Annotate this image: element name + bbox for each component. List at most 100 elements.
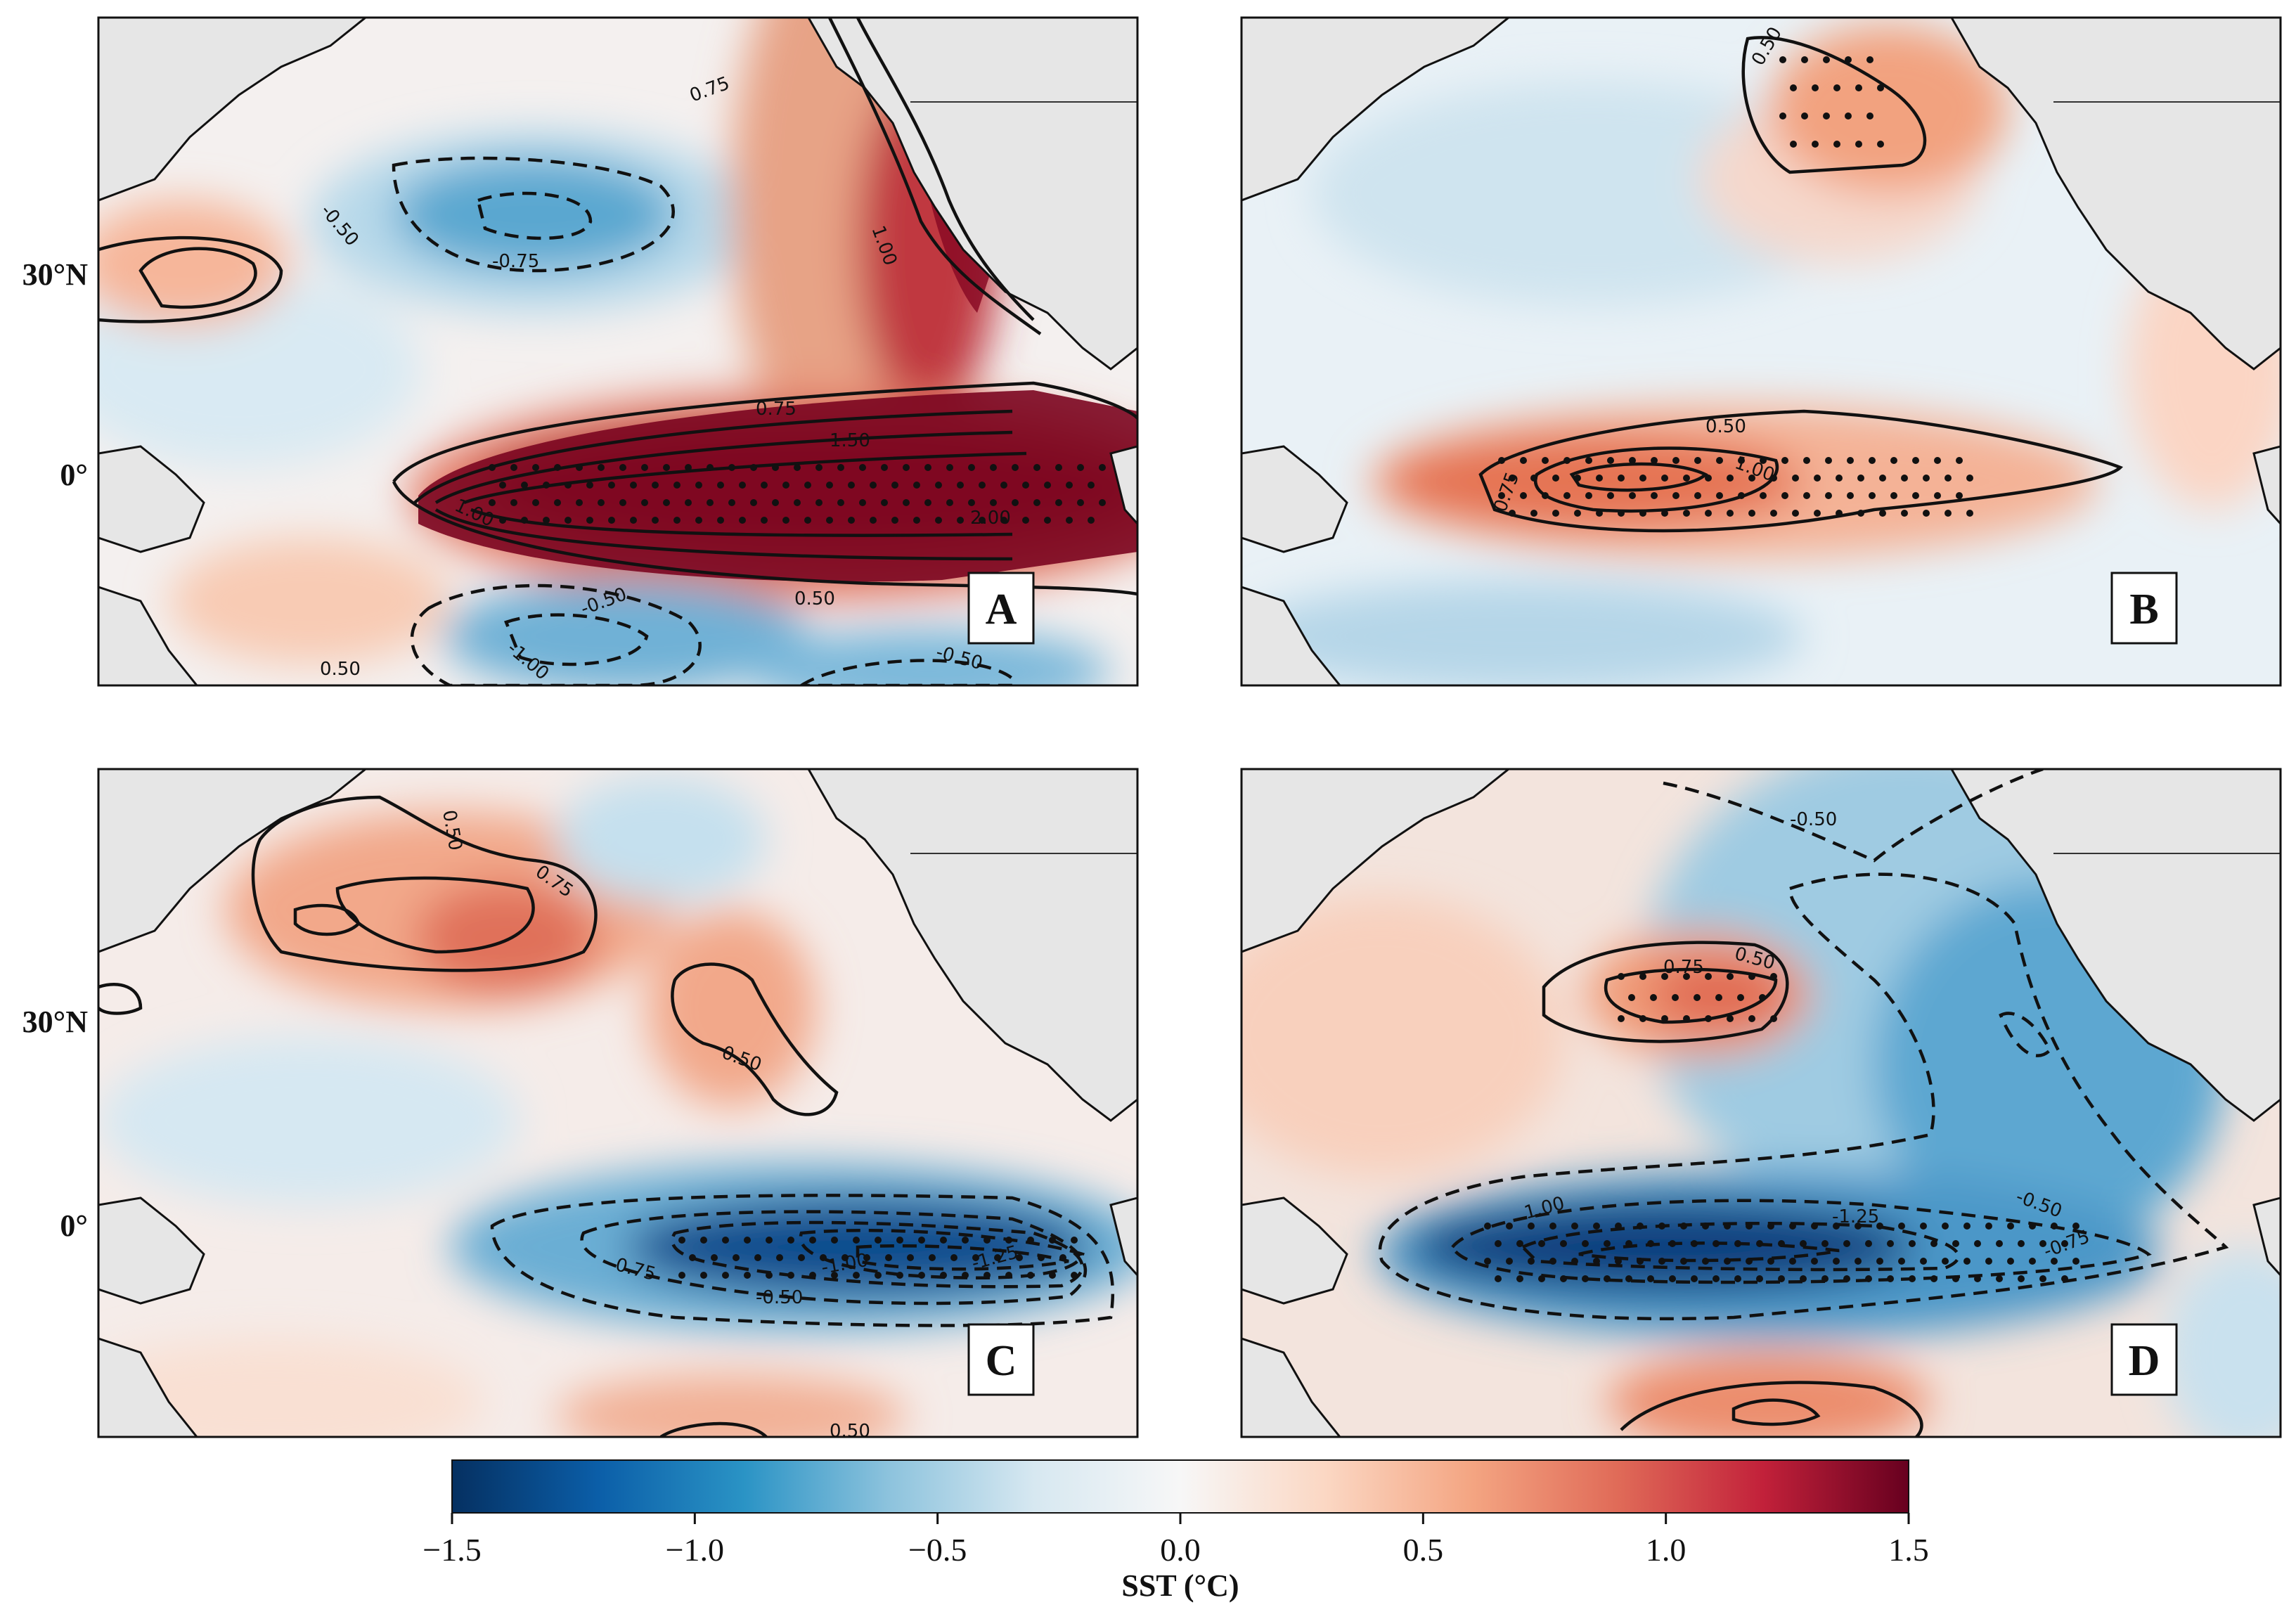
stipple-dot bbox=[1691, 1275, 1698, 1282]
stipple-dot bbox=[1823, 112, 1830, 120]
stipple-dot bbox=[1552, 510, 1559, 517]
stipple-dot bbox=[1912, 457, 1919, 464]
stipple-dot bbox=[1027, 1237, 1034, 1244]
stipple-dot bbox=[1746, 1223, 1753, 1230]
contour-label: -0.50 bbox=[756, 1287, 803, 1308]
stipple-dot bbox=[2007, 1258, 2014, 1265]
stipple-dot bbox=[1727, 510, 1734, 517]
stipple-dot bbox=[794, 499, 801, 506]
stipple-dot bbox=[1898, 1223, 1905, 1230]
stipple-dot bbox=[1628, 994, 1635, 1001]
stipple-dot bbox=[608, 482, 615, 489]
stipple-dot bbox=[1625, 1240, 1632, 1247]
contour-line bbox=[1378, 872, 2229, 1321]
stipple-dot bbox=[1748, 973, 1755, 980]
stipple-dot bbox=[1920, 1258, 1927, 1265]
stipple-dot bbox=[1683, 1015, 1690, 1022]
stipple-dot bbox=[1563, 457, 1571, 464]
south-america bbox=[2252, 445, 2281, 526]
stipple-dot bbox=[1778, 1275, 1785, 1282]
stipple-dot bbox=[1618, 973, 1625, 980]
colorbar-tick-label: 1.0 bbox=[1646, 1532, 1686, 1568]
significance-stippling bbox=[1779, 56, 1884, 148]
contour-line bbox=[1542, 941, 1789, 1043]
stipple-dot bbox=[776, 1254, 783, 1261]
significance-stippling bbox=[1498, 457, 1973, 517]
stipple-dot bbox=[924, 464, 931, 471]
stipple-dot bbox=[837, 464, 844, 471]
stipple-dot bbox=[630, 482, 637, 489]
stipple-dot bbox=[1934, 457, 1941, 464]
stipple-dot bbox=[1596, 475, 1603, 482]
stipple-dot bbox=[2039, 1275, 2046, 1282]
panel-b: 0.50 0.50 0.75 1.00 B bbox=[1240, 16, 2282, 687]
stipple-dot bbox=[1549, 1223, 1556, 1230]
stipple-dot bbox=[1792, 475, 1799, 482]
stipple-dot bbox=[782, 482, 789, 489]
panel-d: -0.50 0.75 0.50 1.00 -1.25 -0.50 -0.75 D bbox=[1240, 768, 2282, 1438]
australia bbox=[98, 586, 198, 685]
stipple-dot bbox=[1639, 475, 1646, 482]
stipple-dot bbox=[1803, 457, 1810, 464]
contour-line bbox=[392, 481, 1137, 596]
stipple-dot bbox=[1843, 1240, 1850, 1247]
stipple-dot bbox=[1604, 1240, 1611, 1247]
lat-label-30n: 30°N bbox=[22, 1005, 89, 1039]
stipple-dot bbox=[2018, 1240, 2025, 1247]
stipple-dot bbox=[1651, 492, 1658, 499]
stipple-dot bbox=[924, 499, 931, 506]
stipple-dot bbox=[1033, 464, 1040, 471]
stipple-dot bbox=[1800, 1275, 1807, 1282]
stipple-dot bbox=[1727, 1015, 1734, 1022]
stipple-dot bbox=[1509, 475, 1516, 482]
stipple-dot bbox=[1866, 56, 1873, 63]
stipple-dot bbox=[772, 464, 779, 471]
stipple-dot bbox=[1734, 1240, 1741, 1247]
stipple-dot bbox=[1790, 141, 1797, 148]
stipple-dot bbox=[1516, 1275, 1523, 1282]
stipple-dot bbox=[554, 464, 561, 471]
stipple-dot bbox=[962, 1272, 969, 1279]
stipple-dot bbox=[1887, 1275, 1894, 1282]
stipple-dot bbox=[1869, 457, 1876, 464]
lat-label-0: 0° bbox=[60, 1208, 88, 1243]
stipple-dot bbox=[641, 499, 648, 506]
stipple-dot bbox=[1585, 457, 1592, 464]
asia bbox=[98, 18, 368, 202]
stipple-dot bbox=[2029, 1223, 2036, 1230]
stipple-dot bbox=[1651, 457, 1658, 464]
stipple-dot bbox=[787, 1237, 794, 1244]
stipple-dot bbox=[1770, 510, 1777, 517]
stipple-dot bbox=[744, 1237, 751, 1244]
colorbar-tick-label: −1.0 bbox=[666, 1532, 724, 1568]
stipple-dot bbox=[918, 1237, 925, 1244]
stipple-dot bbox=[1974, 1275, 1981, 1282]
stipple-dot bbox=[826, 517, 833, 524]
stipple-dot bbox=[1790, 84, 1797, 91]
stipple-dot bbox=[1077, 464, 1084, 471]
contour-label: 0.50 bbox=[830, 1421, 870, 1442]
stipple-dot bbox=[1658, 1258, 1665, 1265]
maritime-continent bbox=[1241, 1196, 1348, 1305]
stipple-dot bbox=[1661, 973, 1668, 980]
lat-label-0: 0° bbox=[60, 458, 88, 492]
significance-stippling bbox=[1484, 1223, 2079, 1282]
stipple-dot bbox=[950, 1254, 957, 1261]
stipple-dot bbox=[1694, 457, 1701, 464]
colorbar-tick-label: 0.5 bbox=[1403, 1532, 1444, 1568]
stipple-dot bbox=[1672, 457, 1679, 464]
stipple-dot bbox=[685, 499, 692, 506]
contours bbox=[98, 18, 1137, 685]
stipple-dot bbox=[1812, 84, 1819, 91]
panel-frame bbox=[1240, 16, 2282, 687]
stipple-dot bbox=[586, 517, 593, 524]
stipple-dot bbox=[1890, 457, 1897, 464]
stipple-dot bbox=[837, 499, 844, 506]
colorbar-gradient bbox=[451, 1459, 1909, 1514]
stipple-dot bbox=[2061, 1240, 2068, 1247]
stipple-dot bbox=[870, 482, 877, 489]
stipple-dot bbox=[673, 517, 681, 524]
stipple-dot bbox=[2029, 1258, 2036, 1265]
stipple-dot bbox=[1099, 464, 1106, 471]
stipple-dot bbox=[1672, 492, 1679, 499]
